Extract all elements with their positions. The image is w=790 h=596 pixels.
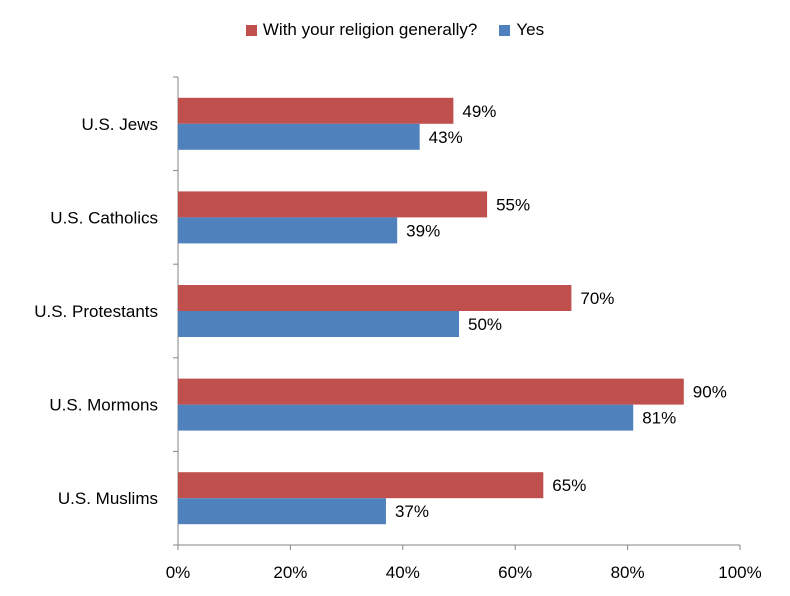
bar-series-2 <box>178 498 386 525</box>
category-label: U.S. Protestants <box>34 302 158 321</box>
bar-series-1 <box>178 97 454 124</box>
bar-series-2 <box>178 123 420 150</box>
bar-series-1 <box>178 378 684 405</box>
bar-series-1 <box>178 472 544 499</box>
bar-series-2 <box>178 404 634 431</box>
x-tick-label: 60% <box>498 563 532 582</box>
data-label-series-2: 39% <box>406 221 440 240</box>
x-tick-label: 0% <box>166 563 191 582</box>
category-label: U.S. Mormons <box>49 396 158 415</box>
legend-item-series-1: With your religion generally? <box>245 20 478 40</box>
legend-item-series-2: Yes <box>499 20 544 40</box>
bar-series-2 <box>178 311 459 337</box>
chart-legend: With your religion generally? Yes <box>0 20 790 40</box>
data-label-series-1: 49% <box>462 102 496 121</box>
data-label-series-2: 81% <box>642 409 676 428</box>
x-tick-label: 40% <box>386 563 420 582</box>
x-tick-label: 100% <box>718 563 761 582</box>
legend-label-series-1: With your religion generally? <box>262 20 478 39</box>
category-label: U.S. Catholics <box>50 208 158 227</box>
data-label-series-1: 70% <box>580 289 614 308</box>
data-label-series-2: 50% <box>468 315 502 334</box>
bar-series-1 <box>178 191 488 218</box>
legend-label-series-2: Yes <box>516 20 545 39</box>
category-label: U.S. Jews <box>81 115 158 134</box>
data-label-series-1: 65% <box>552 476 586 495</box>
category-label: U.S. Muslims <box>58 489 158 508</box>
data-label-series-2: 37% <box>395 502 429 521</box>
data-label-series-1: 90% <box>693 383 727 402</box>
legend-swatch-series-2 <box>499 24 511 36</box>
legend-swatch-series-1 <box>245 24 257 36</box>
data-label-series-1: 55% <box>496 195 530 214</box>
x-tick-label: 20% <box>273 563 307 582</box>
bar-series-1 <box>178 285 572 311</box>
bar-series-2 <box>178 217 398 244</box>
data-label-series-2: 43% <box>429 128 463 147</box>
x-tick-label: 80% <box>611 563 645 582</box>
